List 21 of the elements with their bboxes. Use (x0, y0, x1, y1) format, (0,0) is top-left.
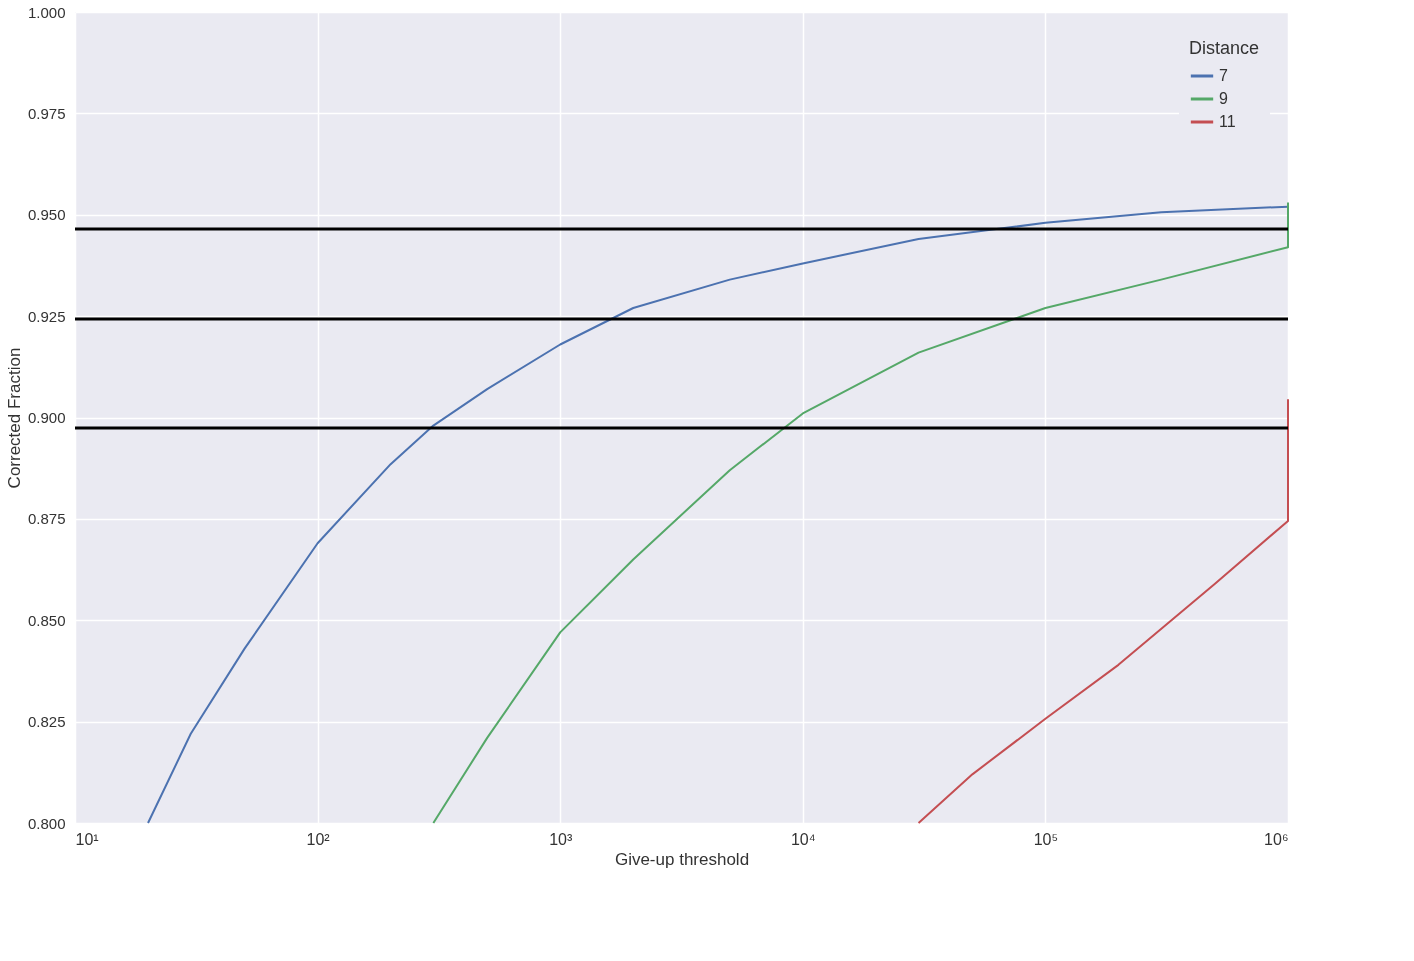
y-tick-label: 0.875 (27, 510, 66, 528)
x-axis-title: Give-up threshold (614, 849, 750, 869)
x-tick-label: 10¹ (75, 830, 99, 848)
x-tick-label: 10³ (549, 830, 573, 848)
y-tick-label: 0.825 (27, 713, 66, 731)
x-tick-label: 10⁵ (1033, 830, 1059, 848)
x-tick-label: 10⁴ (790, 830, 816, 848)
y-tick-label: 0.950 (27, 206, 66, 224)
legend-title: Distance (1189, 38, 1260, 58)
y-tick-label: 1.000 (27, 3, 66, 21)
y-tick-label: 0.975 (27, 104, 66, 122)
y-tick-label: 0.900 (27, 409, 66, 426)
x-tick-label: 10⁶ (1264, 830, 1289, 848)
y-axis-title: Corrected Fraction (4, 347, 24, 489)
y-tick-label: 0.850 (27, 611, 66, 629)
y-tick-label: 0.800 (27, 814, 66, 832)
x-tick-label: 10² (306, 830, 331, 848)
legend-label: 11 (1219, 113, 1236, 130)
y-tick-label: 0.925 (27, 307, 66, 325)
legend-label: 7 (1219, 67, 1228, 84)
legend-label: 9 (1219, 90, 1228, 107)
